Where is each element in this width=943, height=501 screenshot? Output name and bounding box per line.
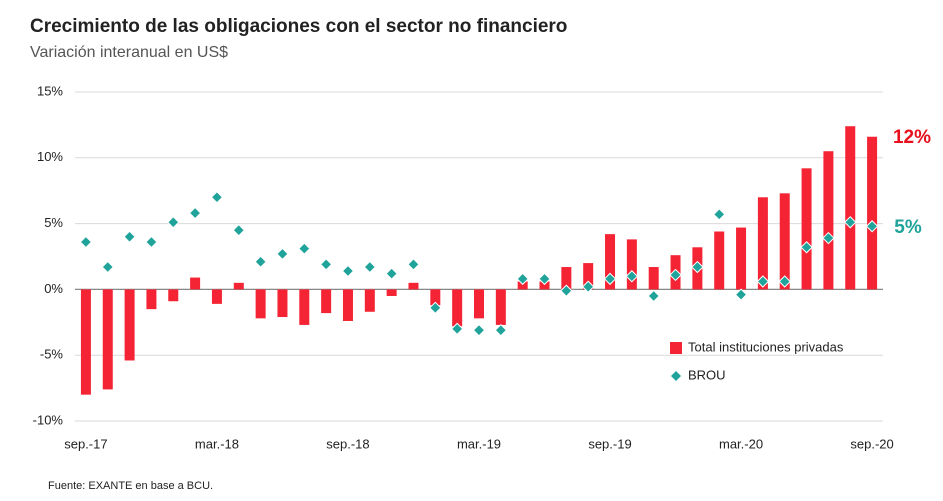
diamond-marker [385, 267, 398, 280]
bar [779, 193, 790, 290]
bar [517, 281, 528, 290]
bar [386, 289, 397, 296]
bar [124, 289, 135, 361]
diamond-marker [691, 260, 704, 274]
diamond-marker [429, 301, 442, 315]
diamond-marker [560, 284, 573, 297]
diamond-marker [800, 241, 813, 254]
diamond-marker [625, 270, 639, 283]
bar [867, 136, 878, 290]
bar [626, 239, 637, 290]
bar [605, 234, 616, 290]
diamond-marker [363, 260, 377, 274]
diamond-marker [844, 216, 857, 229]
bar [146, 289, 157, 310]
diamond-marker [123, 230, 136, 243]
annotation: 12% [893, 127, 931, 148]
diamond-marker [581, 280, 595, 293]
bar [648, 267, 659, 290]
diamond-marker [254, 255, 267, 268]
diamond-marker [101, 260, 114, 274]
diamond-marker [538, 272, 551, 286]
diamond-marker [407, 258, 420, 271]
x-tick-label: mar.-18 [195, 436, 239, 451]
bar [452, 289, 463, 327]
bar [583, 263, 594, 290]
y-tick-label: 10% [37, 149, 63, 164]
diamond-marker [516, 272, 529, 286]
chart-subtitle: Variación interanual en US$ [30, 44, 228, 61]
bar [408, 282, 419, 290]
diamond-marker [298, 242, 311, 255]
bar [364, 289, 375, 312]
diamond-marker [450, 322, 464, 336]
diamond-marker [341, 264, 355, 278]
diamond-marker [756, 275, 770, 288]
bar [561, 267, 572, 290]
bar [474, 289, 484, 319]
diamond-marker [232, 223, 245, 237]
chart-title: Crecimiento de las obligaciones con el s… [30, 16, 567, 37]
x-tick-label: mar.-20 [719, 436, 763, 451]
diamond-marker [210, 191, 224, 204]
diamond-marker [647, 289, 660, 303]
y-tick-label: 15% [37, 83, 63, 98]
bar [736, 227, 747, 290]
x-tick-label: sep.-18 [326, 436, 369, 451]
bar [845, 126, 856, 290]
diamond-marker [167, 216, 180, 229]
diamond-marker [188, 206, 202, 220]
x-tick-label: sep.-19 [588, 436, 631, 451]
bar [277, 289, 288, 318]
diamond-marker [472, 323, 486, 337]
legend-swatch [670, 342, 682, 354]
legend-label: Total instituciones privadas [688, 339, 844, 354]
diamond-marker [494, 323, 508, 337]
y-tick-label: -5% [40, 347, 64, 362]
legend-swatch [671, 371, 681, 381]
bar [102, 289, 113, 390]
diamond-marker [669, 268, 682, 282]
diamond-marker [145, 235, 158, 249]
diamond-marker [603, 272, 617, 286]
bar [430, 289, 441, 306]
diamond-marker [713, 208, 726, 221]
annotation: 5% [894, 217, 922, 238]
bar [80, 289, 91, 395]
diamond-marker [822, 231, 835, 245]
bar [342, 289, 353, 321]
bar [190, 277, 201, 290]
source: Fuente: EXANTE en base a BCU. [48, 480, 213, 492]
bar [757, 197, 768, 290]
diamond-marker [276, 247, 289, 261]
x-tick-label: sep.-17 [64, 436, 107, 451]
x-tick-label: mar.-19 [457, 436, 501, 451]
bar [801, 168, 812, 290]
bar [539, 281, 550, 290]
bar [211, 289, 222, 304]
diamond-marker [79, 235, 93, 249]
diamond-marker [734, 288, 748, 301]
bar [495, 289, 506, 325]
y-tick-label: -10% [33, 412, 64, 427]
diamond-marker [778, 275, 791, 288]
y-tick-label: 0% [44, 281, 63, 296]
diamond-marker [319, 258, 333, 271]
bar [299, 289, 310, 325]
bar [321, 289, 332, 314]
diamond-marker [865, 220, 879, 233]
bar [168, 289, 179, 302]
bar [714, 231, 725, 290]
y-tick-label: 5% [44, 215, 63, 230]
legend-label: BROU [688, 367, 726, 382]
bar [255, 289, 266, 319]
x-tick-label: sep.-20 [850, 436, 893, 451]
bar [233, 282, 244, 290]
bar [823, 151, 834, 290]
